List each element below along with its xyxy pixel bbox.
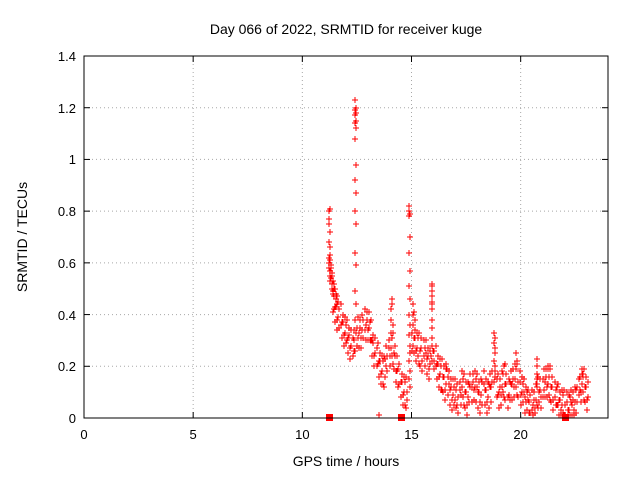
x-tick-label: 20 xyxy=(513,427,528,442)
x-axis-label: GPS time / hours xyxy=(292,453,400,469)
y-tick-label: 0.4 xyxy=(57,307,76,323)
x-tick-label: 15 xyxy=(404,427,419,442)
y-tick-label: 0.6 xyxy=(57,255,76,271)
x-tick-label: 5 xyxy=(189,427,197,442)
y-tick-label: 1 xyxy=(68,152,76,168)
x-tick-label: 10 xyxy=(295,427,310,442)
chart-title: Day 066 of 2022, SRMTID for receiver kug… xyxy=(209,21,483,37)
y-tick-label: 0 xyxy=(68,411,76,426)
y-tick-label: 1.4 xyxy=(57,49,76,64)
x-tick-label: 0 xyxy=(80,427,88,442)
y-tick-label: 0.8 xyxy=(57,204,76,220)
y-tick-label: 1.2 xyxy=(57,100,76,116)
plot-frame xyxy=(83,55,609,419)
y-tick-label: 0.2 xyxy=(57,359,76,375)
scatter-points-srmtid xyxy=(326,97,591,418)
y-axis-label: SRMTID / TECUs xyxy=(14,181,30,293)
